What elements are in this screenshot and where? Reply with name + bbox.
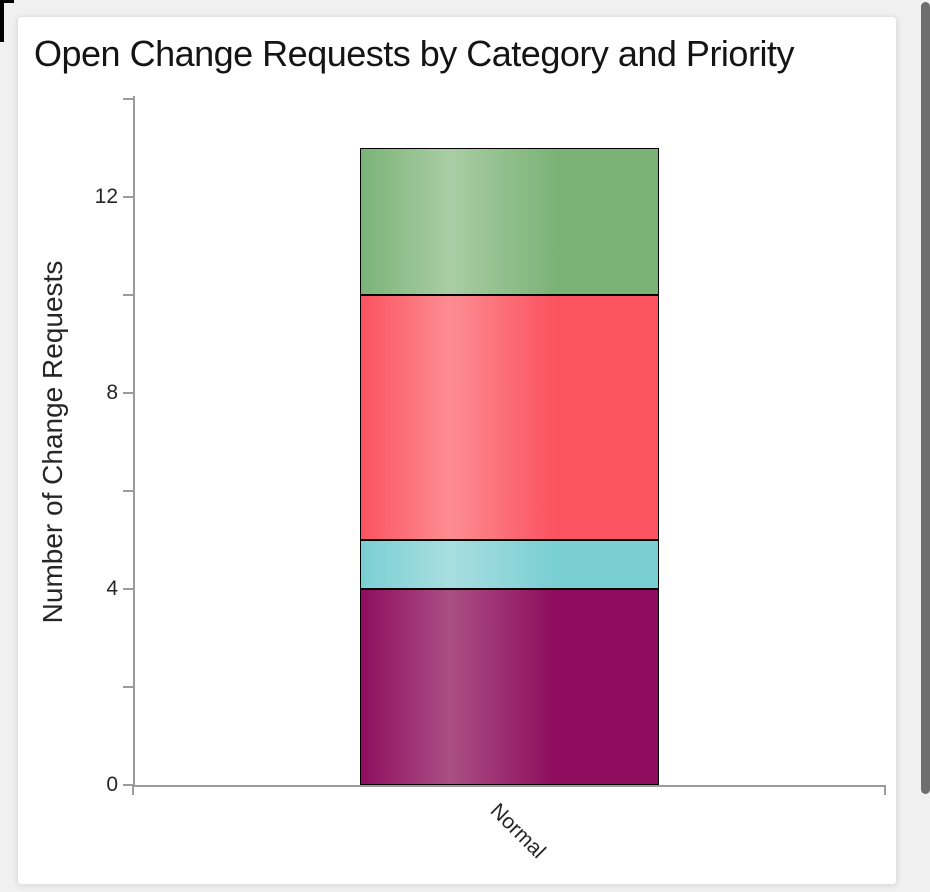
report-card: Open Change Requests by Category and Pri… bbox=[17, 16, 897, 885]
scrollbar-thumb[interactable] bbox=[921, 2, 930, 794]
bar-segment-red[interactable] bbox=[360, 295, 659, 540]
x-axis-tick-right bbox=[884, 785, 886, 795]
y-tick-6 bbox=[123, 490, 133, 492]
y-axis-line bbox=[133, 96, 135, 787]
bar-segment-top-green[interactable] bbox=[360, 148, 659, 295]
window-edge-mark-horizontal bbox=[0, 0, 14, 3]
y-tick-label-8: 8 bbox=[106, 381, 118, 404]
y-tick-0 bbox=[123, 784, 133, 786]
y-tick-label-4: 4 bbox=[106, 577, 118, 600]
bar-segment-cyan[interactable] bbox=[360, 540, 659, 589]
y-tick-12 bbox=[123, 196, 133, 198]
y-tick-4 bbox=[123, 588, 133, 590]
y-tick-label-0: 0 bbox=[106, 773, 118, 796]
window-edge-mark-vertical bbox=[0, 0, 4, 42]
chart-title: Open Change Requests by Category and Pri… bbox=[34, 33, 794, 74]
y-tick-14 bbox=[123, 98, 133, 100]
y-tick-label-12: 12 bbox=[94, 185, 118, 208]
x-axis-tick-left bbox=[132, 785, 134, 795]
x-axis-line bbox=[133, 785, 886, 787]
y-tick-10 bbox=[123, 294, 133, 296]
stacked-bar-normal[interactable] bbox=[360, 148, 659, 785]
bar-segment-bottom-purple[interactable] bbox=[360, 589, 659, 785]
y-tick-2 bbox=[123, 686, 133, 688]
x-axis-category-label: Normal bbox=[485, 799, 550, 864]
y-tick-8 bbox=[123, 392, 133, 394]
